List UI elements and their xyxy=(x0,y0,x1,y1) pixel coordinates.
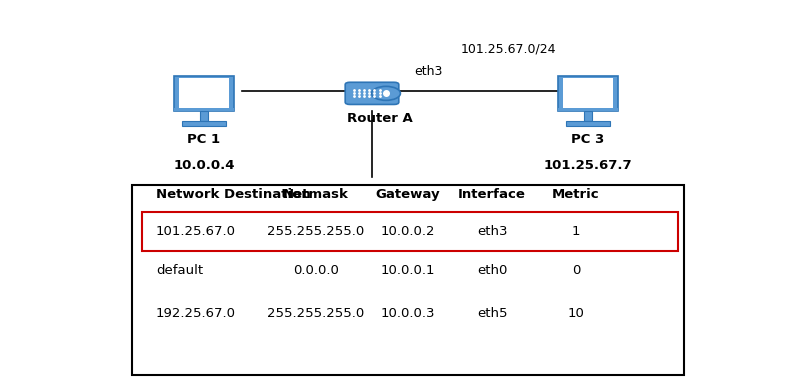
Bar xyxy=(562,78,613,109)
Text: Metric: Metric xyxy=(552,188,600,201)
Text: Router A: Router A xyxy=(347,112,413,125)
Bar xyxy=(174,108,234,111)
Text: 101.25.67.0/24: 101.25.67.0/24 xyxy=(460,42,556,55)
Circle shape xyxy=(372,86,401,100)
Bar xyxy=(132,185,684,375)
Text: 101.25.67.7: 101.25.67.7 xyxy=(544,159,632,172)
Text: Gateway: Gateway xyxy=(376,188,440,201)
Text: Network Destination: Network Destination xyxy=(156,188,310,201)
Text: PC 3: PC 3 xyxy=(571,133,605,146)
Text: 101.25.67.0: 101.25.67.0 xyxy=(156,225,236,238)
Text: 1: 1 xyxy=(572,225,580,238)
Bar xyxy=(558,108,618,111)
Text: eth3: eth3 xyxy=(477,225,507,238)
Text: Netmask: Netmask xyxy=(283,188,349,201)
Text: default: default xyxy=(156,264,203,277)
Text: 255.255.255.0: 255.255.255.0 xyxy=(267,225,365,238)
Text: eth5: eth5 xyxy=(477,307,507,320)
Bar xyxy=(584,111,592,121)
FancyBboxPatch shape xyxy=(558,76,618,111)
Bar xyxy=(200,111,208,121)
Bar xyxy=(566,121,610,126)
Bar xyxy=(179,78,229,109)
Text: PC 1: PC 1 xyxy=(187,133,221,146)
Text: 255.255.255.0: 255.255.255.0 xyxy=(267,307,365,320)
Text: 0: 0 xyxy=(572,264,580,277)
Text: 0.0.0.0: 0.0.0.0 xyxy=(293,264,339,277)
Bar xyxy=(182,121,226,126)
Text: 10: 10 xyxy=(567,307,585,320)
Bar xyxy=(142,212,678,251)
Text: 10.0.0.1: 10.0.0.1 xyxy=(381,264,435,277)
Text: Interface: Interface xyxy=(458,188,526,201)
Text: 192.25.67.0: 192.25.67.0 xyxy=(156,307,236,320)
Text: eth0: eth0 xyxy=(477,264,507,277)
FancyBboxPatch shape xyxy=(174,76,234,111)
Text: 10.0.0.4: 10.0.0.4 xyxy=(174,159,234,172)
FancyBboxPatch shape xyxy=(346,82,398,104)
Text: eth3: eth3 xyxy=(414,65,442,79)
Text: 10.0.0.2: 10.0.0.2 xyxy=(381,225,435,238)
Text: 10.0.0.3: 10.0.0.3 xyxy=(381,307,435,320)
